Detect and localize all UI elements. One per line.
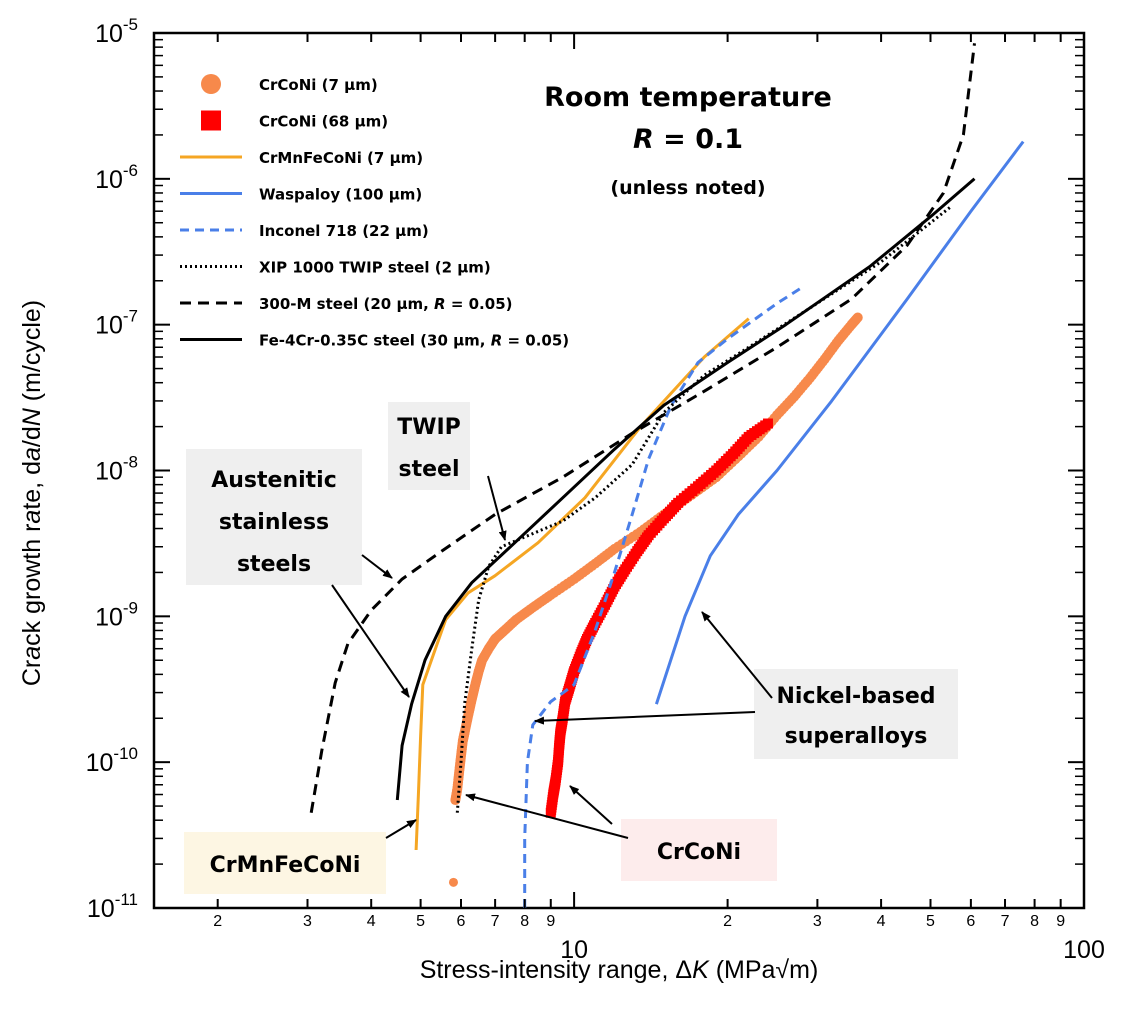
series-line	[525, 287, 802, 908]
legend-item: CrCoNi (7 μm)	[201, 74, 378, 94]
x-tick-label: 4	[877, 913, 886, 930]
x-tick-label: 4	[367, 913, 376, 930]
legend: CrCoNi (7 μm) CrCoNi (68 μm) CrMnFeCoNi (7…	[180, 74, 569, 350]
legend-item: XIP 1000 TWIP steel (2 μm)	[180, 259, 491, 277]
legend-item: Waspaloy (100 μm)	[180, 186, 422, 204]
legend-item: 300-M steel (20 μm, R = 0.05)	[180, 295, 513, 313]
series-line	[656, 142, 1023, 705]
x-tick-label: 6	[457, 913, 466, 930]
series-scatter-circle	[449, 312, 863, 886]
x-tick-label: 100	[1063, 936, 1105, 964]
callout-arrow	[702, 612, 772, 698]
note-line-r-value: R = 0.1	[633, 124, 743, 155]
callout-arrow	[332, 585, 409, 697]
x-tick-label: 9	[1056, 913, 1065, 930]
legend-marker-circle	[201, 74, 221, 94]
x-axis-title: Stress-intensity range, ΔK (MPa√m)	[420, 956, 819, 984]
legend-label: XIP 1000 TWIP steel (2 μm)	[259, 259, 491, 277]
y-tick-label: 10-7	[95, 307, 138, 340]
callout-label: stainless	[219, 510, 329, 535]
callout-label: CrMnFeCoNi	[210, 853, 361, 878]
conditions-note: Room temperature R = 0.1 (unless noted)	[544, 82, 832, 199]
x-tick-label: 2	[723, 913, 732, 930]
callout-arrow	[362, 555, 392, 578]
legend-item: CrMnFeCoNi (7 μm)	[180, 149, 423, 167]
x-tick-label: 7	[1001, 913, 1010, 930]
legend-label: Waspaloy (100 μm)	[259, 186, 422, 204]
x-tick-label: 8	[520, 913, 529, 930]
x-tick-label: 5	[926, 913, 935, 930]
callout-label: steel	[399, 457, 460, 482]
y-tick-label: 10-6	[95, 161, 138, 194]
x-tick-label: 5	[416, 913, 425, 930]
legend-label: Inconel 718 (22 μm)	[259, 222, 429, 240]
data-point	[449, 878, 458, 887]
series-scatter-square	[546, 419, 773, 818]
legend-item: CrCoNi (68 μm)	[201, 111, 388, 131]
callout-arrow	[386, 820, 416, 838]
y-tick-label: 10-9	[95, 598, 138, 631]
legend-label: CrCoNi (7 μm)	[259, 76, 378, 94]
series-line	[525, 287, 802, 908]
legend-item: Fe-4Cr-0.35C steel (30 μm, R = 0.05)	[180, 332, 569, 350]
callout-label: Nickel-based	[777, 684, 936, 709]
data-point-marker	[853, 312, 863, 322]
callout-label: superalloys	[785, 724, 928, 749]
callout-labels: Austenitic stainless steels TWIP steel Nickel…	[210, 415, 936, 878]
callout-arrow	[570, 786, 612, 824]
x-tick-label: 9	[546, 913, 555, 930]
x-tick-label: 8	[1030, 913, 1039, 930]
callout-label: CrCoNi	[657, 840, 741, 865]
callout-label: steels	[237, 552, 311, 577]
y-tick-label: 10-11	[87, 890, 138, 923]
legend-label: CrMnFeCoNi (7 μm)	[259, 149, 423, 167]
y-axis-title: Crack growth rate, da/dN (m/cycle)	[18, 300, 46, 686]
x-tick-label: 3	[813, 913, 822, 930]
callout-label: Austenitic	[211, 468, 337, 493]
data-point-marker	[763, 419, 773, 429]
series-line	[656, 142, 1023, 705]
y-tick-label: 10-10	[86, 744, 138, 777]
note-line-room-temperature: Room temperature	[544, 82, 832, 113]
x-tick-label: 2	[213, 913, 222, 930]
y-tick-label: 10-8	[95, 453, 138, 486]
callout-label: TWIP	[397, 415, 461, 440]
legend-label: CrCoNi (68 μm)	[259, 113, 388, 131]
legend-label: 300-M steel (20 μm, R = 0.05)	[259, 295, 513, 313]
y-tick-label: 10-5	[95, 15, 138, 48]
note-line-unless-noted: (unless noted)	[610, 177, 765, 199]
x-tick-label: 7	[491, 913, 500, 930]
callout-arrow	[488, 476, 505, 540]
legend-label: Fe-4Cr-0.35C steel (30 μm, R = 0.05)	[259, 332, 569, 350]
legend-item: Inconel 718 (22 μm)	[180, 222, 429, 240]
x-tick-label: 6	[966, 913, 975, 930]
legend-marker-square	[201, 111, 221, 131]
x-tick-label: 3	[303, 913, 312, 930]
